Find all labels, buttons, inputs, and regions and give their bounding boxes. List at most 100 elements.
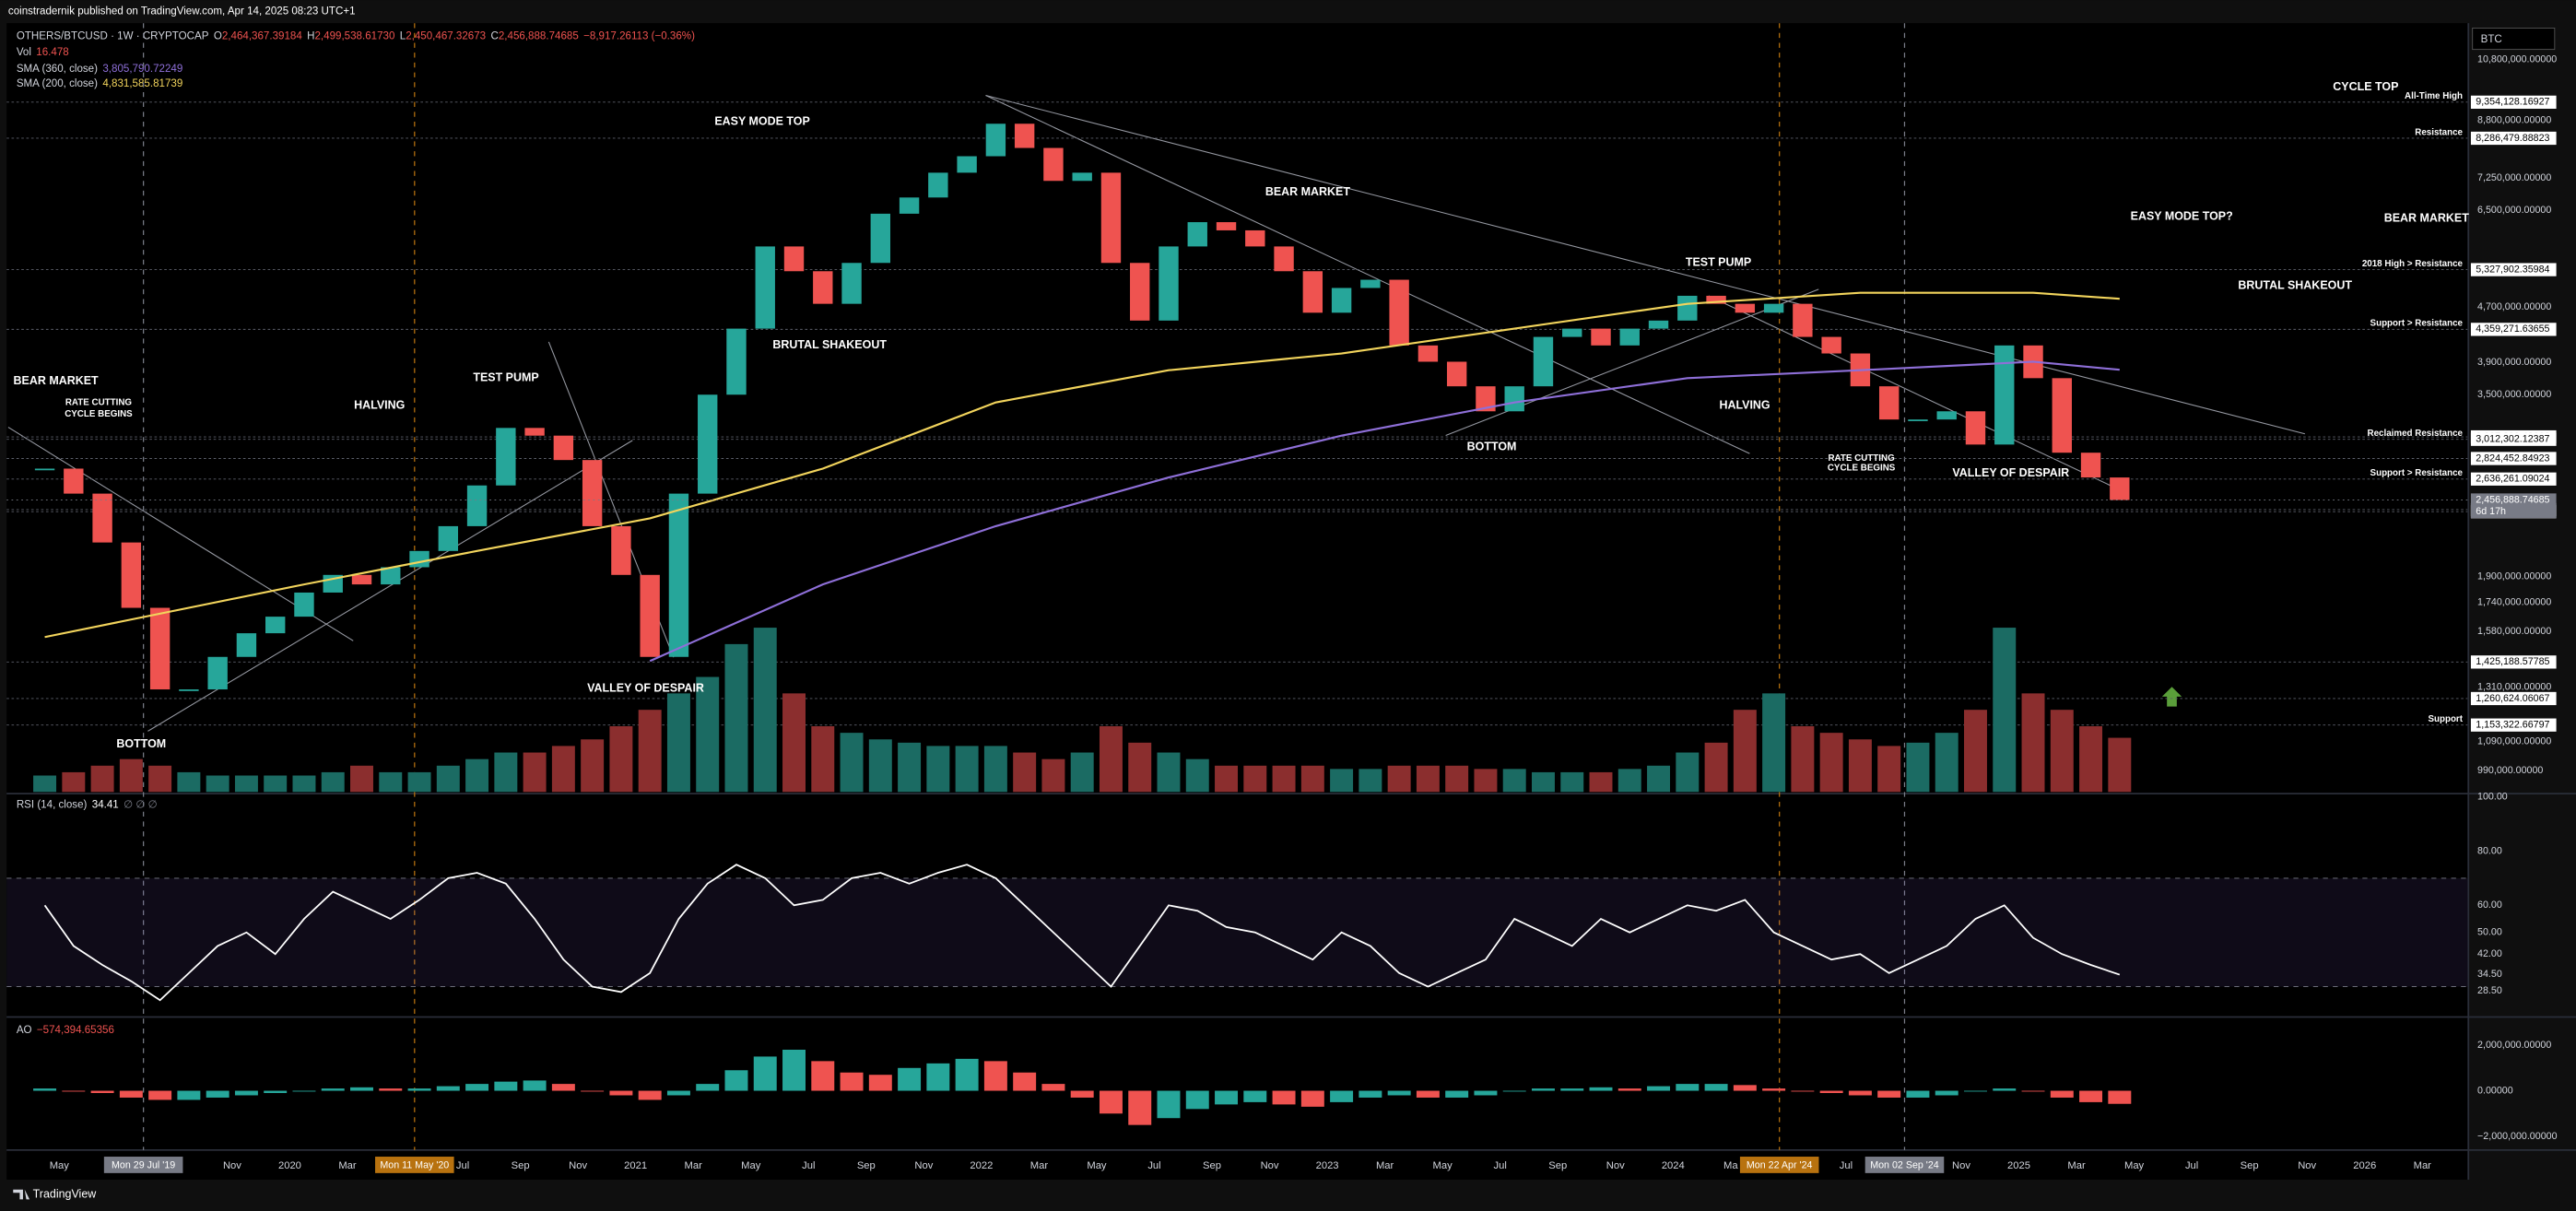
volume-bar: [1330, 769, 1354, 793]
candle: [438, 525, 458, 551]
candle: [1763, 303, 1784, 313]
candle: [755, 246, 775, 329]
price-tag-label: 2,636,261.09024: [2476, 474, 2549, 485]
y-tick-label: 3,500,000.00000: [2477, 389, 2551, 400]
ohlc-value: 2,464,367.39184: [222, 30, 302, 41]
candle: [64, 468, 84, 494]
ao-bar: [2108, 1090, 2132, 1104]
ao-bar: [666, 1090, 690, 1096]
ao-bar: [1560, 1088, 1584, 1091]
volume-bar: [955, 746, 979, 793]
level-label: Support > Resistance: [2370, 468, 2464, 478]
candle: [1187, 222, 1207, 247]
x-tick-label: 2022: [970, 1160, 993, 1171]
candle: [726, 328, 747, 395]
level-label: Support > Resistance: [2370, 319, 2464, 329]
ao-bar: [350, 1087, 373, 1091]
y-tick-label: 7,250,000.00000: [2477, 172, 2551, 183]
volume-bar: [1445, 765, 1469, 793]
volume-bar: [609, 726, 633, 793]
candle: [985, 123, 1006, 157]
ao-name: AO: [17, 1025, 32, 1036]
candle: [1735, 303, 1756, 313]
ohlc-value: 2,450,467.32673: [406, 30, 486, 41]
plot-area: [6, 23, 2468, 1180]
volume-bar: [1704, 742, 1728, 793]
y-tick-label: 4,700,000.00000: [2477, 301, 2551, 312]
legend-ao: AO −574,394.65356: [17, 1025, 114, 1036]
level-label: Support: [2428, 714, 2463, 724]
volume-bar: [638, 710, 662, 793]
volume-bar: [436, 765, 460, 793]
ohlc-key: C: [490, 30, 498, 41]
sma-line: [649, 360, 2120, 663]
candle: [381, 567, 401, 585]
volume-bar: [1215, 765, 1239, 793]
candle: [783, 246, 805, 272]
ao-bar: [234, 1090, 258, 1096]
current-price-tag: [2470, 493, 2557, 519]
candle: [1706, 295, 1726, 304]
annotation: VALLEY OF DESPAIR: [587, 681, 704, 694]
volume-bar: [811, 726, 835, 793]
candle: [928, 172, 948, 198]
y-tick-label: 990,000.00000: [2477, 765, 2543, 776]
date-marker-label: Mon 22 Apr '24: [1747, 1160, 1813, 1171]
legend-sma: SMA (360, close) 3,805,790.72249: [17, 64, 182, 75]
ohlc-key: H: [307, 30, 314, 41]
ao-bar: [868, 1075, 892, 1091]
ao-bar: [840, 1072, 864, 1091]
x-tick-label: May: [50, 1160, 70, 1171]
candle: [2052, 378, 2072, 453]
y-tick-label: 1,580,000.00000: [2477, 626, 2551, 637]
rsi-flags: ∅ ∅ ∅: [124, 800, 158, 811]
volume-bar: [1733, 710, 1757, 793]
volume-bar: [206, 775, 229, 793]
candle: [1908, 419, 1928, 421]
volume-bar: [1416, 765, 1440, 793]
candle: [351, 574, 372, 585]
plot: [6, 23, 2468, 1150]
candle: [121, 542, 142, 608]
ao-bar: [177, 1090, 201, 1100]
y-tick-label: 6,500,000.00000: [2477, 205, 2551, 216]
date-marker-box: [103, 1157, 183, 1173]
x-tick-label: Nov: [569, 1160, 587, 1171]
price-tag-label: 1,425,188.57785: [2476, 656, 2549, 667]
x-tick-label: Mar: [2067, 1160, 2086, 1171]
volume-bar: [2108, 737, 2132, 793]
ao-bar: [1300, 1090, 1324, 1107]
candle: [207, 656, 228, 690]
annotations: CYCLE TOP EASY MODE TOP BEAR MARKET EASY…: [14, 80, 2470, 750]
arrow-icon: [2161, 687, 2182, 707]
price-tag-label: 1,260,624.06067: [2476, 693, 2549, 704]
ao-tick-label: 2,000,000.00000: [2477, 1040, 2551, 1051]
ao-bar: [696, 1084, 720, 1091]
x-tick-label: Ma: [1723, 1160, 1738, 1171]
currency-box[interactable]: [2472, 27, 2556, 51]
ao-bar: [1791, 1090, 1815, 1092]
ao-bar: [465, 1084, 489, 1091]
rsi-tick-label: 28.50: [2477, 985, 2502, 996]
candle: [1619, 328, 1640, 346]
volume-bar: [1762, 693, 1786, 793]
ao-bar: [321, 1088, 345, 1091]
candle: [2080, 453, 2101, 478]
volume-bar: [1589, 771, 1613, 793]
currency[interactable]: BTC: [2481, 34, 2502, 45]
candle: [841, 263, 862, 304]
price-tag: [2470, 718, 2557, 732]
ao-bar: [1617, 1088, 1641, 1091]
candle: [1936, 411, 1957, 420]
price-tag-label: 3,012,302.12387: [2476, 434, 2549, 445]
annotation: RATE CUTTING: [65, 397, 133, 407]
candle: [1476, 386, 1496, 412]
y-tick-label: 1,310,000.00000: [2477, 681, 2551, 692]
x-tick-label: Sep: [1548, 1160, 1567, 1171]
rsi-tick-label: 60.00: [2477, 899, 2502, 911]
volume-bar: [1502, 769, 1526, 793]
price-tag-label: 2,824,452.84923: [2476, 453, 2549, 464]
ao-bar: [1272, 1090, 1296, 1105]
candle: [1043, 147, 1064, 182]
